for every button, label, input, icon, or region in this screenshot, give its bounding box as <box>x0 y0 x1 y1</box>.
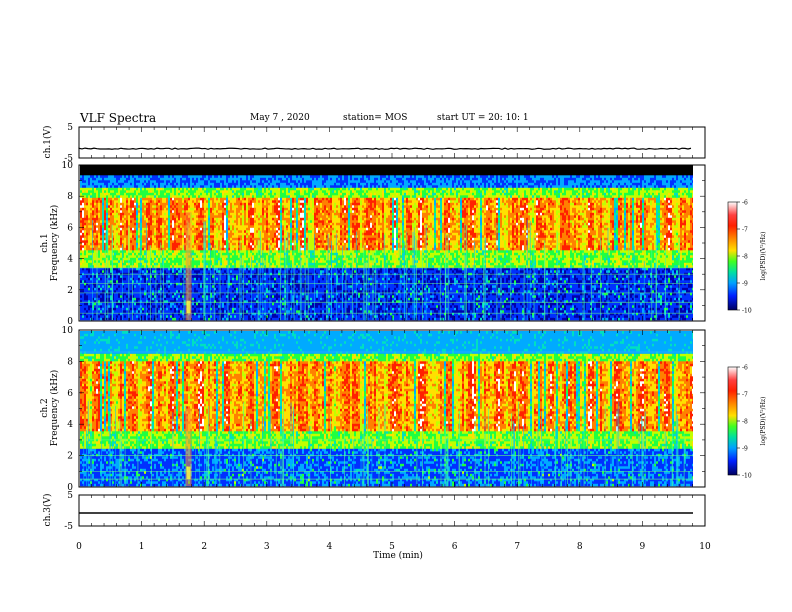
ch2-colorbar <box>727 366 738 476</box>
ch1-channel-label: ch.1 <box>40 233 50 252</box>
station-label: station= MOS <box>343 113 407 123</box>
colorbar-tick-label: -8 <box>742 419 748 426</box>
ch2-spectrogram <box>80 330 705 487</box>
ch1-waveform-ylabel: ch.1(V) <box>42 126 53 159</box>
y-tick-label: 4 <box>67 255 73 265</box>
x-tick-label: 4 <box>327 542 333 552</box>
y-tick-label: 10 <box>62 161 74 171</box>
x-tick-label: 0 <box>76 542 82 552</box>
x-tick-label: 3 <box>264 542 270 552</box>
ch1-colorbar <box>727 201 738 311</box>
x-tick-label: 6 <box>452 542 458 552</box>
ch1-colorbar-label: log(PSD)(V²/Hz) <box>760 232 767 281</box>
x-tick-label: 2 <box>201 542 207 552</box>
colorbar-tick-label: -7 <box>742 392 748 399</box>
figure-title: VLF Spectra <box>80 111 156 125</box>
colorbar-tick-label: -9 <box>742 446 748 453</box>
ch1-freq-ylabel: Frequency (kHz) <box>49 205 60 282</box>
ch2-channel-label: ch.2 <box>40 398 50 417</box>
x-tick-label: 9 <box>640 542 646 552</box>
x-tick-label: 10 <box>699 542 711 552</box>
y-tick-label: 8 <box>67 357 73 367</box>
y-tick-label: 8 <box>67 192 73 202</box>
y-tick-label: 0 <box>67 317 73 327</box>
y-tick-label: -5 <box>64 522 73 532</box>
y-tick-label: 5 <box>67 123 73 133</box>
y-tick-label: 0 <box>67 483 73 493</box>
x-tick-label: 8 <box>577 542 583 552</box>
ch1-spectrogram <box>80 165 705 321</box>
y-tick-label: -5 <box>64 154 73 164</box>
x-tick-label: 7 <box>514 542 520 552</box>
colorbar-tick-label: -6 <box>742 365 748 372</box>
y-tick-label: 4 <box>67 420 73 430</box>
date-label: May 7 , 2020 <box>250 113 310 123</box>
colorbar-tick-label: -10 <box>742 473 752 480</box>
y-tick-label: 10 <box>62 326 74 336</box>
ch2-colorbar-label: log(PSD)(V²/Hz) <box>760 397 767 446</box>
y-tick-label: 2 <box>67 452 73 462</box>
start-time-label: start UT = 20: 10: 1 <box>437 113 529 123</box>
ch2-freq-ylabel: Frequency (kHz) <box>49 370 60 447</box>
y-tick-label: 5 <box>67 491 73 501</box>
colorbar-tick-label: -9 <box>742 281 748 288</box>
colorbar-tick-label: -7 <box>742 227 748 234</box>
colorbar-tick-label: -10 <box>742 308 752 315</box>
x-tick-label: 1 <box>139 542 145 552</box>
y-tick-label: 6 <box>67 223 73 233</box>
y-tick-label: 6 <box>67 389 73 399</box>
x-axis-label: Time (min) <box>373 550 423 561</box>
x-tick-label: 5 <box>389 542 395 552</box>
y-tick-label: 2 <box>67 286 73 296</box>
ch1-trace <box>78 147 692 150</box>
ch3-waveform-ylabel: ch.3(V) <box>42 494 53 527</box>
colorbar-tick-label: -8 <box>742 254 748 261</box>
colorbar-tick-label: -6 <box>742 200 748 207</box>
